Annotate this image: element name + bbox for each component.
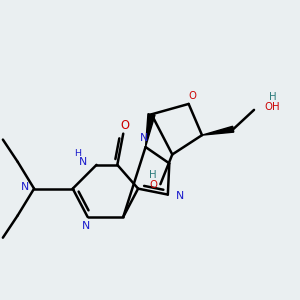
- Text: N: N: [176, 191, 184, 201]
- Text: O: O: [149, 180, 158, 190]
- Polygon shape: [146, 114, 155, 147]
- Text: H: H: [74, 149, 81, 158]
- Text: O: O: [188, 91, 196, 100]
- Text: OH: OH: [264, 103, 280, 112]
- Polygon shape: [202, 126, 234, 135]
- Text: O: O: [120, 119, 129, 132]
- Text: N: N: [140, 133, 148, 143]
- Text: H: H: [149, 170, 157, 180]
- Text: N: N: [79, 157, 88, 167]
- Text: N: N: [20, 182, 29, 192]
- Text: N: N: [82, 221, 90, 231]
- Text: H: H: [268, 92, 276, 101]
